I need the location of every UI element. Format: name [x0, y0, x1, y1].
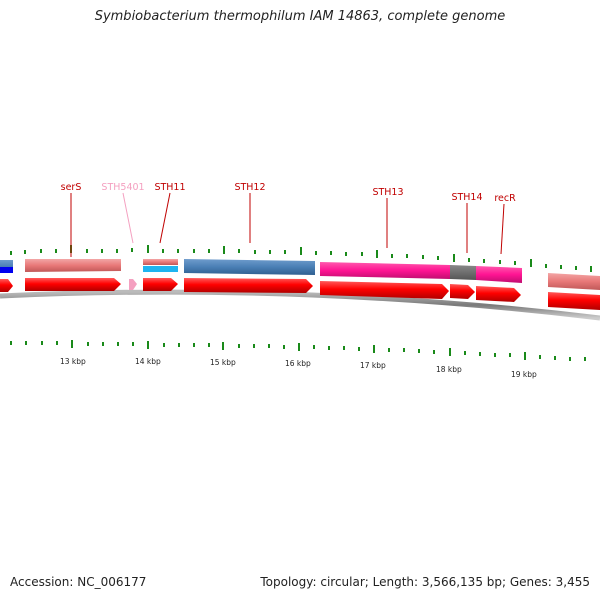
kbp-label-18: 18 kbp	[436, 365, 462, 374]
cds-arrow-sth5401[interactable]	[129, 279, 137, 290]
feature-recr[interactable]	[476, 266, 522, 283]
accession-text: Accession: NC_006177	[10, 575, 147, 589]
cds-arrow-left[interactable]	[0, 279, 13, 292]
genome-backbone	[0, 289, 600, 321]
cds-arrow-sth14[interactable]	[450, 284, 475, 299]
gene-label-sers[interactable]: serS	[61, 182, 82, 193]
upper-tick-row	[10, 245, 592, 272]
gene-label-sth11[interactable]: STH11	[154, 182, 185, 193]
cds-arrow-sth11[interactable]	[143, 278, 178, 291]
label-leaders	[70, 192, 505, 257]
genome-title: Symbiobacterium thermophilum IAM 14863, …	[94, 9, 506, 24]
kbp-label-14: 14 kbp	[135, 357, 161, 366]
cds-arrow-sth12[interactable]	[184, 278, 313, 293]
gene-label-sth5401[interactable]: STH5401	[101, 182, 144, 193]
kbp-label-19: 19 kbp	[511, 370, 537, 379]
cds-arrow-sers[interactable]	[25, 278, 121, 291]
feature-right-salmon[interactable]	[548, 273, 600, 290]
kbp-label-17: 17 kbp	[360, 361, 386, 370]
kbp-label-15: 15 kbp	[210, 358, 236, 367]
feature-sth11-cyan[interactable]	[143, 266, 178, 272]
leader-sth5401	[122, 192, 134, 244]
cds-arrow-recr[interactable]	[476, 286, 521, 302]
feature-sers[interactable]	[25, 259, 121, 272]
feature-sth11[interactable]	[143, 259, 178, 265]
feature-left-blue-inner	[0, 267, 13, 273]
gene-label-sth13[interactable]: STH13	[372, 187, 403, 198]
feature-track	[0, 259, 600, 290]
kbp-label-13: 13 kbp	[60, 357, 86, 366]
feature-sth13[interactable]	[320, 262, 450, 279]
gene-label-sth12[interactable]: STH12	[234, 182, 265, 193]
cds-arrow-sth13[interactable]	[320, 281, 449, 299]
cds-arrow-right[interactable]	[548, 292, 600, 310]
gene-label-sth14[interactable]: STH14	[451, 192, 482, 203]
leader-sth11	[159, 192, 171, 244]
gene-label-recr[interactable]: recR	[494, 193, 516, 204]
kbp-label-16: 16 kbp	[285, 359, 311, 368]
feature-sth12[interactable]	[184, 259, 315, 275]
cds-track	[0, 278, 600, 310]
genome-stats-text: Topology: circular; Length: 3,566,135 bp…	[260, 575, 590, 589]
leader-recr	[500, 203, 505, 255]
lower-tick-row	[10, 340, 586, 361]
feature-sth14-gray[interactable]	[450, 265, 476, 280]
